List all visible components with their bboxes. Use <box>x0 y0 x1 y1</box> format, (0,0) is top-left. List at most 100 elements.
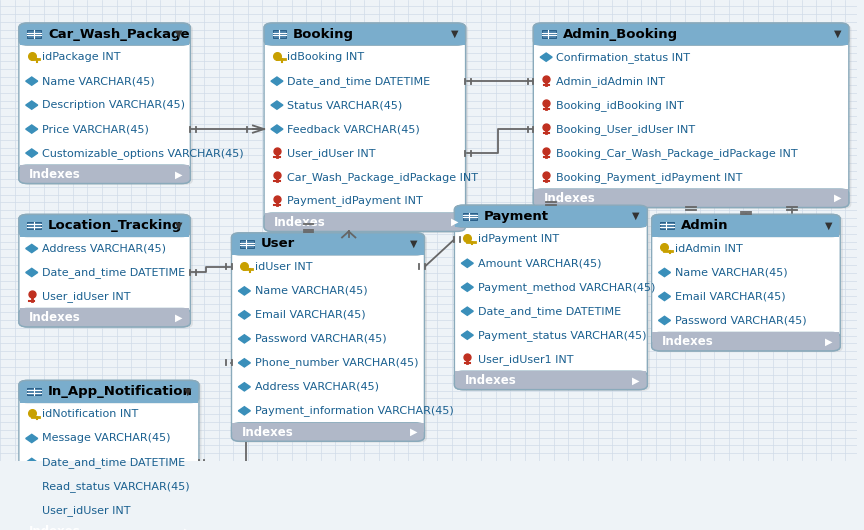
FancyBboxPatch shape <box>19 308 190 327</box>
Polygon shape <box>461 331 473 339</box>
FancyBboxPatch shape <box>19 215 190 236</box>
FancyBboxPatch shape <box>651 215 841 351</box>
FancyBboxPatch shape <box>22 382 201 530</box>
FancyBboxPatch shape <box>536 24 851 209</box>
Polygon shape <box>26 434 38 443</box>
FancyBboxPatch shape <box>457 207 650 391</box>
Polygon shape <box>271 101 283 109</box>
Text: idPayment INT: idPayment INT <box>478 234 559 244</box>
FancyBboxPatch shape <box>22 24 193 185</box>
Polygon shape <box>271 125 283 133</box>
Text: Car_Wash_Package: Car_Wash_Package <box>48 28 189 41</box>
Text: Status VARCHAR(45): Status VARCHAR(45) <box>287 100 403 110</box>
Text: Indexes: Indexes <box>275 216 326 229</box>
Text: ▶: ▶ <box>175 169 183 179</box>
Bar <box>463 213 477 220</box>
Text: User_idUser INT: User_idUser INT <box>42 505 130 516</box>
Text: Address VARCHAR(45): Address VARCHAR(45) <box>255 382 378 392</box>
Polygon shape <box>658 293 670 301</box>
FancyBboxPatch shape <box>232 233 424 441</box>
Text: User_idUser INT: User_idUser INT <box>42 291 130 302</box>
Bar <box>265 34 465 45</box>
FancyBboxPatch shape <box>267 24 468 233</box>
Text: Password VARCHAR(45): Password VARCHAR(45) <box>255 334 386 344</box>
Text: Password VARCHAR(45): Password VARCHAR(45) <box>675 315 806 325</box>
Bar <box>28 388 41 395</box>
Bar <box>273 30 286 38</box>
Text: Admin: Admin <box>681 219 728 232</box>
FancyBboxPatch shape <box>533 23 848 207</box>
Bar <box>20 225 189 236</box>
Polygon shape <box>26 458 38 466</box>
Polygon shape <box>26 125 38 133</box>
Bar <box>28 30 41 38</box>
Polygon shape <box>461 307 473 315</box>
FancyBboxPatch shape <box>454 205 647 227</box>
FancyBboxPatch shape <box>533 189 848 207</box>
FancyBboxPatch shape <box>19 381 199 530</box>
Text: Name VARCHAR(45): Name VARCHAR(45) <box>42 76 155 86</box>
Text: Booking: Booking <box>293 28 354 41</box>
Text: idNotification INT: idNotification INT <box>42 410 138 419</box>
Polygon shape <box>26 77 38 85</box>
Polygon shape <box>238 311 251 319</box>
Polygon shape <box>238 407 251 415</box>
Bar <box>20 308 189 317</box>
Text: Booking_idBooking INT: Booking_idBooking INT <box>556 100 684 111</box>
Text: Message VARCHAR(45): Message VARCHAR(45) <box>42 434 170 444</box>
FancyBboxPatch shape <box>264 23 466 45</box>
FancyBboxPatch shape <box>19 165 190 183</box>
Polygon shape <box>658 268 670 277</box>
FancyBboxPatch shape <box>264 23 466 232</box>
Text: Date_and_time DATETIME: Date_and_time DATETIME <box>287 76 430 86</box>
Text: ▼: ▼ <box>175 29 183 39</box>
Text: ▶: ▶ <box>175 313 183 323</box>
Text: Indexes: Indexes <box>543 192 595 205</box>
Text: Payment_method VARCHAR(45): Payment_method VARCHAR(45) <box>478 282 655 293</box>
Polygon shape <box>238 383 251 391</box>
Text: In_App_Notification: In_App_Notification <box>48 385 193 398</box>
Text: ▼: ▼ <box>825 220 833 231</box>
Text: idUser INT: idUser INT <box>255 262 312 272</box>
FancyBboxPatch shape <box>533 23 848 45</box>
Polygon shape <box>238 335 251 343</box>
Bar <box>534 189 848 198</box>
Bar <box>660 222 674 229</box>
Text: ▶: ▶ <box>632 375 640 385</box>
Text: ▶: ▶ <box>410 427 417 437</box>
Text: Car_Wash_Package_idPackage INT: Car_Wash_Package_idPackage INT <box>287 172 479 182</box>
Text: Booking_User_idUser INT: Booking_User_idUser INT <box>556 123 696 135</box>
Text: Booking_Car_Wash_Package_idPackage INT: Booking_Car_Wash_Package_idPackage INT <box>556 148 798 158</box>
Text: Phone_number VARCHAR(45): Phone_number VARCHAR(45) <box>255 357 418 368</box>
Text: Indexes: Indexes <box>29 168 81 181</box>
FancyBboxPatch shape <box>19 381 199 402</box>
Polygon shape <box>238 359 251 367</box>
Bar <box>652 225 840 236</box>
Bar <box>20 392 198 402</box>
Text: Admin_Booking: Admin_Booking <box>562 28 677 41</box>
FancyBboxPatch shape <box>264 213 466 232</box>
FancyBboxPatch shape <box>234 234 427 443</box>
Text: Email VARCHAR(45): Email VARCHAR(45) <box>675 292 785 302</box>
Text: Amount VARCHAR(45): Amount VARCHAR(45) <box>478 258 601 268</box>
Text: Payment_idPayment INT: Payment_idPayment INT <box>287 196 423 207</box>
Polygon shape <box>540 53 552 61</box>
Polygon shape <box>26 268 38 277</box>
FancyBboxPatch shape <box>232 233 424 255</box>
Bar <box>265 213 465 222</box>
Text: User_idUser1 INT: User_idUser1 INT <box>478 354 573 365</box>
Text: Date_and_time DATETIME: Date_and_time DATETIME <box>42 267 185 278</box>
Text: ▼: ▼ <box>175 220 183 231</box>
Polygon shape <box>26 149 38 157</box>
FancyBboxPatch shape <box>654 216 842 352</box>
Bar <box>240 240 254 248</box>
Text: Feedback VARCHAR(45): Feedback VARCHAR(45) <box>287 124 420 134</box>
Bar <box>534 34 848 45</box>
Text: Indexes: Indexes <box>242 426 294 438</box>
Polygon shape <box>658 316 670 324</box>
Text: Name VARCHAR(45): Name VARCHAR(45) <box>255 286 367 296</box>
Text: ▼: ▼ <box>410 239 417 249</box>
FancyBboxPatch shape <box>454 371 647 390</box>
Text: User: User <box>261 237 295 250</box>
Text: ▼: ▼ <box>632 211 640 221</box>
